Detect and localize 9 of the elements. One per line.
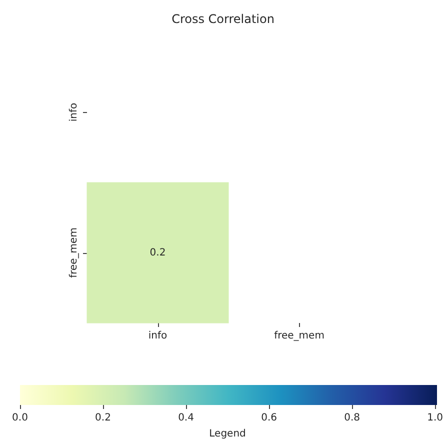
color-bar-label: 0.6 [261, 412, 277, 424]
color-bar-label: 1.0 [427, 412, 443, 424]
color-bar-label: 0.4 [178, 412, 194, 424]
color-bar-label: 0.2 [95, 412, 111, 424]
color-bar-label: 0.0 [12, 412, 28, 424]
color-bar-label: 0.8 [344, 412, 360, 424]
data-label: 0.2 [150, 247, 166, 258]
chart-title: Cross Correlation [172, 12, 274, 26]
color-bar-title: Legend [209, 428, 246, 440]
